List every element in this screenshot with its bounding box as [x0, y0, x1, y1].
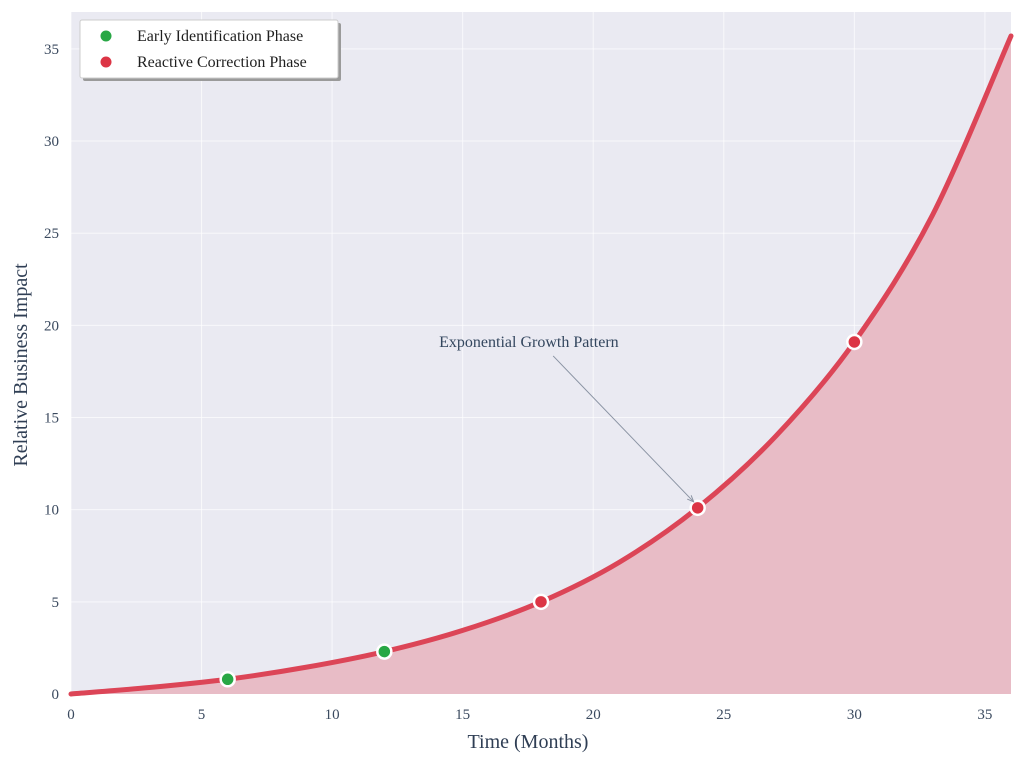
data-point-early-0 — [219, 671, 236, 688]
data-point-reactive-0 — [532, 593, 550, 611]
annotation-text: Exponential Growth Pattern — [439, 334, 619, 351]
x-axis-title: Time (Months) — [468, 731, 589, 753]
legend: Early Identification Phase Reactive Corr… — [79, 19, 341, 81]
x-tick-label-5: 5 — [198, 707, 206, 723]
data-points — [219, 333, 863, 688]
x-tick-label-0: 0 — [67, 707, 75, 723]
y-tick-label-15: 15 — [44, 411, 59, 427]
data-point-reactive-2 — [846, 333, 863, 351]
y-tick-label-10: 10 — [44, 503, 59, 519]
data-point-reactive-1 — [689, 499, 706, 517]
impact-curve-line — [68, 33, 1014, 697]
y-axis-ticks: 0 5 10 15 20 25 30 35 — [44, 42, 59, 703]
y-tick-label-25: 25 — [44, 226, 59, 242]
legend-marker-reactive — [100, 56, 112, 68]
y-tick-label-5: 5 — [52, 595, 60, 611]
annotation: Exponential Growth Pattern — [439, 334, 695, 503]
y-tick-label-20: 20 — [44, 318, 59, 334]
legend-box — [79, 19, 339, 79]
y-tick-label-35: 35 — [44, 42, 59, 58]
area-fill — [71, 35, 1011, 694]
y-tick-label-0: 0 — [52, 687, 60, 703]
x-tick-label-35: 35 — [977, 707, 992, 723]
x-tick-label-10: 10 — [325, 707, 340, 723]
legend-label-early: Early Identification Phase — [137, 28, 303, 45]
legend-marker-early — [100, 30, 112, 42]
x-tick-label-30: 30 — [847, 707, 862, 723]
y-tick-label-30: 30 — [44, 134, 59, 150]
y-axis-title: Relative Business Impact — [10, 263, 32, 467]
x-tick-label-20: 20 — [586, 707, 601, 723]
data-point-early-1 — [376, 643, 393, 660]
legend-label-reactive: Reactive Correction Phase — [137, 54, 307, 71]
x-tick-label-25: 25 — [716, 707, 731, 723]
annotation-arrowhead — [687, 495, 695, 503]
annotation-arrow — [552, 355, 695, 503]
x-axis-ticks: 0 5 10 15 20 25 30 35 — [67, 707, 992, 723]
x-tick-label-15: 15 — [455, 707, 470, 723]
